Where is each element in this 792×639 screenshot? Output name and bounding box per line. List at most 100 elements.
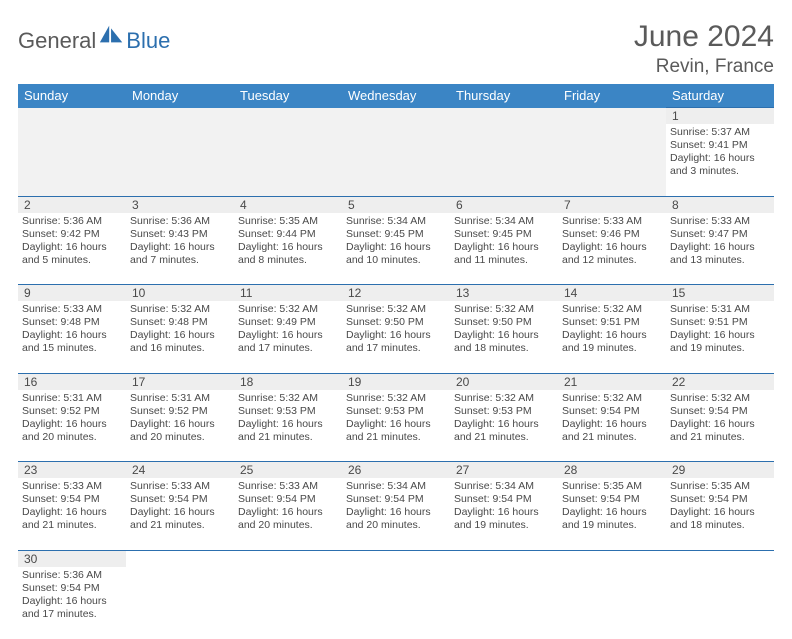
sunrise-line: Sunrise: 5:32 AM	[454, 392, 554, 405]
sunset-line: Sunset: 9:54 PM	[238, 493, 338, 506]
sunset-line: Sunset: 9:44 PM	[238, 228, 338, 241]
sunrise-line: Sunrise: 5:32 AM	[238, 303, 338, 316]
daylight-line: Daylight: 16 hours and 10 minutes.	[346, 241, 446, 267]
day-cell: Sunrise: 5:36 AMSunset: 9:54 PMDaylight:…	[18, 567, 126, 639]
week-row: Sunrise: 5:31 AMSunset: 9:52 PMDaylight:…	[18, 390, 774, 462]
sunset-line: Sunset: 9:45 PM	[454, 228, 554, 241]
sunrise-line: Sunrise: 5:31 AM	[670, 303, 770, 316]
dow-thursday: Thursday	[450, 84, 558, 108]
sunrise-line: Sunrise: 5:34 AM	[346, 480, 446, 493]
daynum-row: 30	[18, 550, 774, 567]
empty-cell	[18, 108, 126, 125]
sunrise-line: Sunrise: 5:32 AM	[562, 303, 662, 316]
sunset-line: Sunset: 9:54 PM	[22, 582, 122, 595]
daylight-line: Daylight: 16 hours and 21 minutes.	[562, 418, 662, 444]
sunrise-line: Sunrise: 5:35 AM	[562, 480, 662, 493]
sunset-line: Sunset: 9:53 PM	[454, 405, 554, 418]
empty-cell	[18, 124, 126, 196]
daynum-row: 2345678	[18, 196, 774, 213]
day-number: 10	[126, 285, 234, 302]
day-number: 6	[450, 196, 558, 213]
sunset-line: Sunset: 9:48 PM	[22, 316, 122, 329]
brand-text-1: General	[18, 28, 96, 54]
day-cell: Sunrise: 5:34 AMSunset: 9:45 PMDaylight:…	[342, 213, 450, 285]
sunrise-line: Sunrise: 5:32 AM	[562, 392, 662, 405]
sunrise-line: Sunrise: 5:31 AM	[22, 392, 122, 405]
empty-cell	[558, 567, 666, 639]
dow-saturday: Saturday	[666, 84, 774, 108]
day-number: 25	[234, 462, 342, 479]
empty-cell	[558, 550, 666, 567]
day-cell: Sunrise: 5:32 AMSunset: 9:53 PMDaylight:…	[342, 390, 450, 462]
sunrise-line: Sunrise: 5:35 AM	[238, 215, 338, 228]
sunrise-line: Sunrise: 5:34 AM	[454, 480, 554, 493]
sunset-line: Sunset: 9:51 PM	[670, 316, 770, 329]
daylight-line: Daylight: 16 hours and 18 minutes.	[670, 506, 770, 532]
day-number: 5	[342, 196, 450, 213]
empty-cell	[234, 108, 342, 125]
sunset-line: Sunset: 9:46 PM	[562, 228, 662, 241]
daylight-line: Daylight: 16 hours and 21 minutes.	[670, 418, 770, 444]
daylight-line: Daylight: 16 hours and 19 minutes.	[562, 506, 662, 532]
day-cell: Sunrise: 5:34 AMSunset: 9:54 PMDaylight:…	[450, 478, 558, 550]
daylight-line: Daylight: 16 hours and 16 minutes.	[130, 329, 230, 355]
sunset-line: Sunset: 9:48 PM	[130, 316, 230, 329]
daylight-line: Daylight: 16 hours and 21 minutes.	[130, 506, 230, 532]
dow-tuesday: Tuesday	[234, 84, 342, 108]
day-cell: Sunrise: 5:37 AMSunset: 9:41 PMDaylight:…	[666, 124, 774, 196]
sunset-line: Sunset: 9:54 PM	[670, 405, 770, 418]
week-row: Sunrise: 5:33 AMSunset: 9:54 PMDaylight:…	[18, 478, 774, 550]
daylight-line: Daylight: 16 hours and 15 minutes.	[22, 329, 122, 355]
empty-cell	[450, 550, 558, 567]
day-cell: Sunrise: 5:35 AMSunset: 9:54 PMDaylight:…	[666, 478, 774, 550]
sunrise-line: Sunrise: 5:33 AM	[562, 215, 662, 228]
empty-cell	[342, 124, 450, 196]
daynum-row: 16171819202122	[18, 373, 774, 390]
daylight-line: Daylight: 16 hours and 21 minutes.	[238, 418, 338, 444]
empty-cell	[558, 124, 666, 196]
day-cell: Sunrise: 5:32 AMSunset: 9:54 PMDaylight:…	[558, 390, 666, 462]
sunset-line: Sunset: 9:53 PM	[238, 405, 338, 418]
empty-cell	[234, 124, 342, 196]
sunrise-line: Sunrise: 5:33 AM	[22, 480, 122, 493]
week-row: Sunrise: 5:36 AMSunset: 9:42 PMDaylight:…	[18, 213, 774, 285]
daylight-line: Daylight: 16 hours and 17 minutes.	[238, 329, 338, 355]
day-cell: Sunrise: 5:33 AMSunset: 9:48 PMDaylight:…	[18, 301, 126, 373]
sunrise-line: Sunrise: 5:31 AM	[130, 392, 230, 405]
daylight-line: Daylight: 16 hours and 21 minutes.	[22, 506, 122, 532]
daylight-line: Daylight: 16 hours and 12 minutes.	[562, 241, 662, 267]
empty-cell	[666, 550, 774, 567]
sunset-line: Sunset: 9:54 PM	[130, 493, 230, 506]
sunset-line: Sunset: 9:45 PM	[346, 228, 446, 241]
sunset-line: Sunset: 9:52 PM	[22, 405, 122, 418]
day-cell: Sunrise: 5:32 AMSunset: 9:50 PMDaylight:…	[342, 301, 450, 373]
sunrise-line: Sunrise: 5:32 AM	[238, 392, 338, 405]
day-number: 14	[558, 285, 666, 302]
day-cell: Sunrise: 5:34 AMSunset: 9:45 PMDaylight:…	[450, 213, 558, 285]
empty-cell	[450, 567, 558, 639]
day-number: 20	[450, 373, 558, 390]
sunset-line: Sunset: 9:54 PM	[22, 493, 122, 506]
empty-cell	[558, 108, 666, 125]
week-row: Sunrise: 5:36 AMSunset: 9:54 PMDaylight:…	[18, 567, 774, 639]
location-label: Revin, France	[634, 56, 774, 78]
day-number: 19	[342, 373, 450, 390]
day-number: 11	[234, 285, 342, 302]
day-number: 28	[558, 462, 666, 479]
empty-cell	[234, 567, 342, 639]
sunset-line: Sunset: 9:43 PM	[130, 228, 230, 241]
dow-sunday: Sunday	[18, 84, 126, 108]
sunset-line: Sunset: 9:52 PM	[130, 405, 230, 418]
day-cell: Sunrise: 5:35 AMSunset: 9:44 PMDaylight:…	[234, 213, 342, 285]
sunset-line: Sunset: 9:54 PM	[346, 493, 446, 506]
empty-cell	[450, 124, 558, 196]
daylight-line: Daylight: 16 hours and 19 minutes.	[562, 329, 662, 355]
day-cell: Sunrise: 5:33 AMSunset: 9:47 PMDaylight:…	[666, 213, 774, 285]
daylight-line: Daylight: 16 hours and 19 minutes.	[454, 506, 554, 532]
week-row: Sunrise: 5:33 AMSunset: 9:48 PMDaylight:…	[18, 301, 774, 373]
brand-text-2: Blue	[126, 28, 170, 54]
sunset-line: Sunset: 9:50 PM	[454, 316, 554, 329]
daylight-line: Daylight: 16 hours and 18 minutes.	[454, 329, 554, 355]
empty-cell	[126, 108, 234, 125]
day-number: 27	[450, 462, 558, 479]
